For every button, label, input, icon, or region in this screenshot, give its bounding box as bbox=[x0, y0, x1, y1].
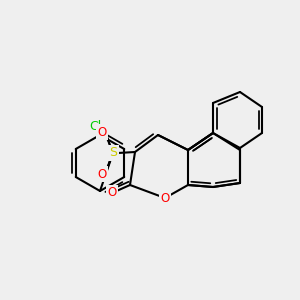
Text: O: O bbox=[98, 125, 106, 139]
Text: O: O bbox=[98, 167, 106, 181]
Text: O: O bbox=[107, 187, 117, 200]
Text: O: O bbox=[160, 191, 169, 205]
Text: S: S bbox=[109, 146, 117, 160]
Text: Cl: Cl bbox=[89, 121, 101, 134]
